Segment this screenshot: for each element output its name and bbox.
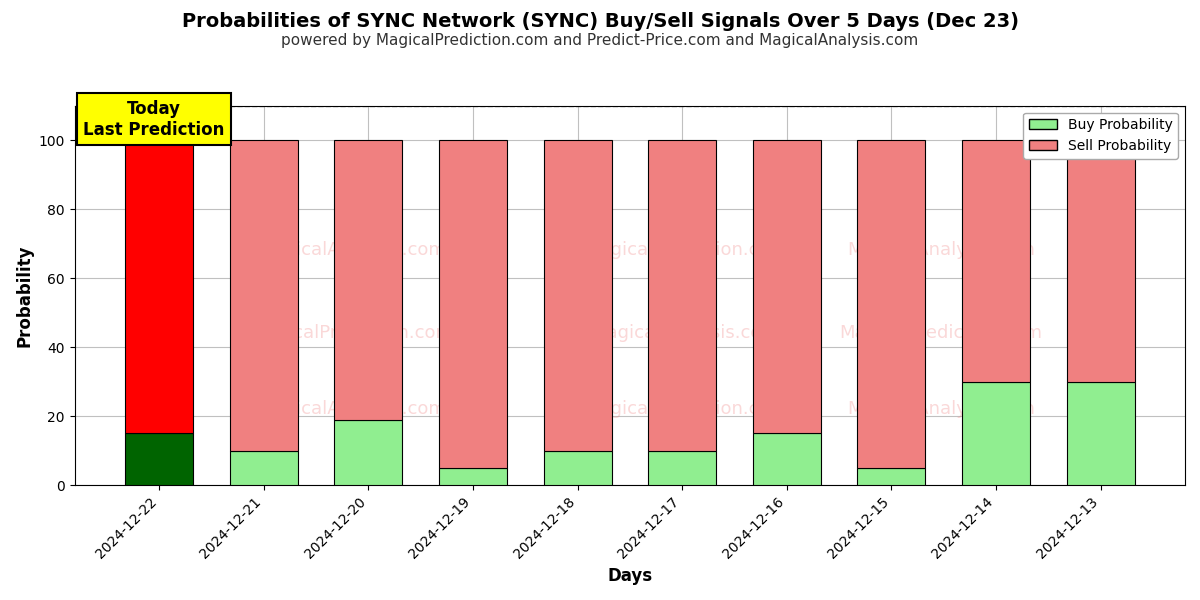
Bar — [439, 140, 506, 468]
Text: powered by MagicalPrediction.com and Predict-Price.com and MagicalAnalysis.com: powered by MagicalPrediction.com and Pre… — [281, 33, 919, 48]
Bar — [857, 140, 925, 468]
Text: MagicalPrediction.com: MagicalPrediction.com — [584, 400, 787, 418]
Bar — [229, 140, 298, 451]
Text: MagicalAnalysis.com: MagicalAnalysis.com — [847, 400, 1034, 418]
Text: Today
Last Prediction: Today Last Prediction — [83, 100, 224, 139]
Bar — [752, 140, 821, 433]
Text: MagicalAnalysis.com: MagicalAnalysis.com — [258, 241, 446, 259]
Text: MagicalAnalysis.com: MagicalAnalysis.com — [592, 325, 779, 343]
Text: MagicalPrediction.com: MagicalPrediction.com — [839, 325, 1043, 343]
Y-axis label: Probability: Probability — [16, 244, 34, 347]
Text: MagicalAnalysis.com: MagicalAnalysis.com — [847, 241, 1034, 259]
Bar — [229, 451, 298, 485]
Bar — [648, 451, 716, 485]
Bar — [335, 140, 402, 419]
Bar — [962, 140, 1030, 382]
Bar — [335, 419, 402, 485]
Bar — [125, 140, 193, 433]
Bar — [1067, 382, 1134, 485]
Bar — [544, 451, 612, 485]
Bar — [752, 433, 821, 485]
Text: MagicalPrediction.com: MagicalPrediction.com — [251, 325, 454, 343]
Bar — [544, 140, 612, 451]
Legend: Buy Probability, Sell Probability: Buy Probability, Sell Probability — [1024, 113, 1178, 158]
Bar — [439, 468, 506, 485]
Bar — [962, 382, 1030, 485]
X-axis label: Days: Days — [607, 567, 653, 585]
Text: Probabilities of SYNC Network (SYNC) Buy/Sell Signals Over 5 Days (Dec 23): Probabilities of SYNC Network (SYNC) Buy… — [181, 12, 1019, 31]
Bar — [1067, 140, 1134, 382]
Text: MagicalAnalysis.com: MagicalAnalysis.com — [258, 400, 446, 418]
Bar — [857, 468, 925, 485]
Text: MagicalPrediction.com: MagicalPrediction.com — [584, 241, 787, 259]
Bar — [125, 433, 193, 485]
Bar — [648, 140, 716, 451]
